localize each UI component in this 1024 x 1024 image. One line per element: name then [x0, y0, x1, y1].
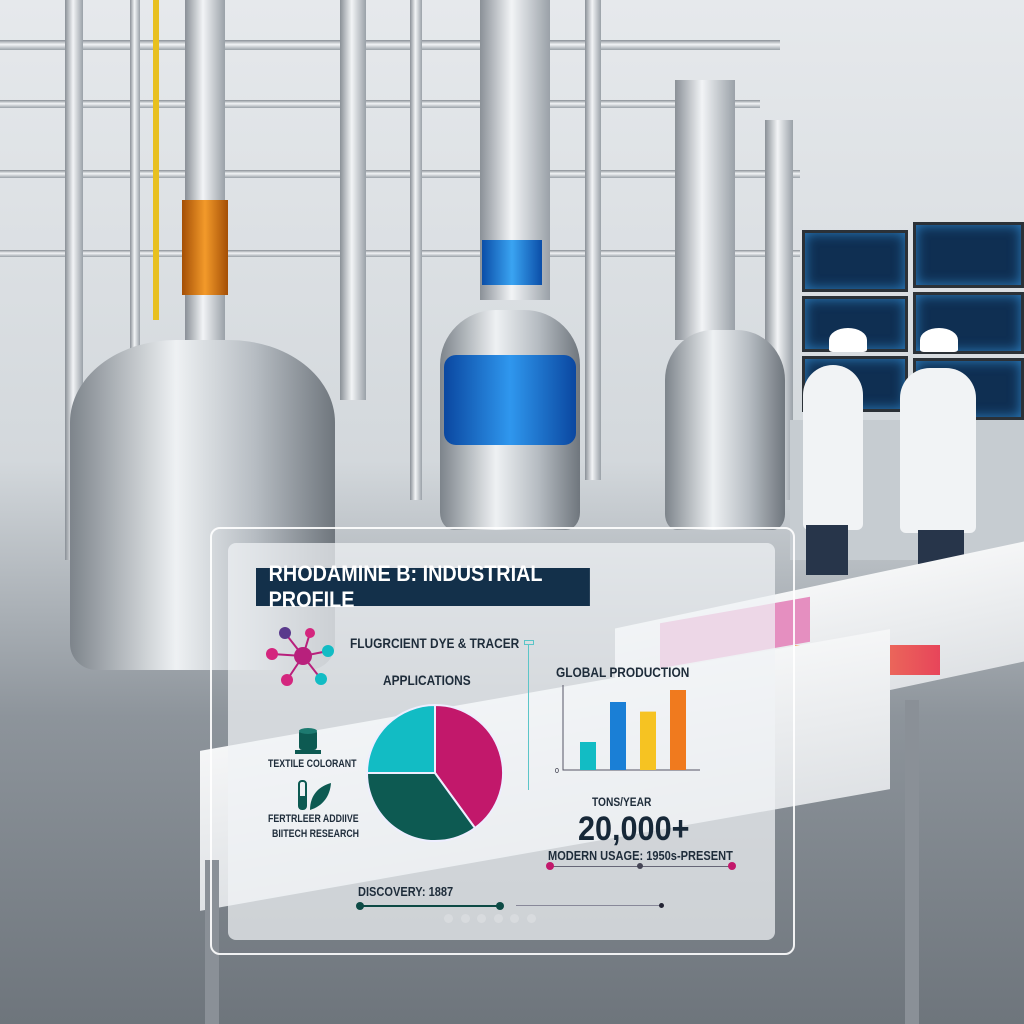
timeline-dot	[637, 863, 643, 869]
pagination-dot[interactable]	[477, 914, 486, 923]
timeline-dot	[356, 902, 364, 910]
timeline-dot	[496, 902, 504, 910]
discovery-label: DISCOVERY: 1887	[358, 884, 454, 899]
pagination-dot[interactable]	[444, 914, 453, 923]
pie-slice	[434, 703, 504, 830]
production-bar	[670, 690, 686, 770]
connector-line	[528, 645, 529, 790]
timeline-dot	[546, 862, 554, 870]
application-item: TEXTILE COLORANT	[268, 758, 357, 770]
discovery-line	[360, 905, 500, 907]
production-bar-chart: 0	[555, 685, 700, 775]
pagination-dot[interactable]	[460, 914, 470, 923]
connector-marker	[524, 640, 534, 645]
y-tick-label: 0	[555, 768, 559, 775]
production-bar	[640, 711, 656, 770]
application-item: FERTRLEER ADDIIVE	[268, 813, 359, 825]
production-bar	[580, 742, 596, 770]
spool-icon	[295, 728, 321, 754]
production-value: 20,000+	[578, 810, 690, 848]
pie-slice	[365, 703, 436, 774]
pie-slice	[365, 772, 477, 842]
pagination-dot[interactable]	[510, 914, 519, 923]
test-tube-leaf-icon	[298, 780, 331, 810]
timeline-dot	[728, 862, 736, 870]
production-unit: TONS/YEAR	[592, 795, 652, 809]
feature-label: FLUGRCIENT DYE & TRACER	[350, 635, 520, 651]
production-bar	[610, 702, 626, 770]
pagination-dot[interactable]	[526, 914, 536, 923]
future-line	[516, 905, 662, 906]
pagination-dot[interactable]	[493, 914, 503, 923]
production-heading: GLOBAL PRODUCTION	[556, 664, 690, 680]
page-title: RHODAMINE B: INDUSTRIAL PROFILE	[256, 561, 590, 612]
modern-usage-label: MODERN USAGE: 1950s-PRESENT	[548, 848, 733, 863]
applications-pie-chart	[365, 703, 504, 842]
applications-heading: APPLICATIONS	[383, 672, 471, 688]
application-item: BIITECH RESEARCH	[272, 828, 360, 840]
infographic-frame	[210, 527, 795, 955]
timeline-dot	[659, 903, 664, 908]
molecule-icon	[266, 627, 334, 686]
